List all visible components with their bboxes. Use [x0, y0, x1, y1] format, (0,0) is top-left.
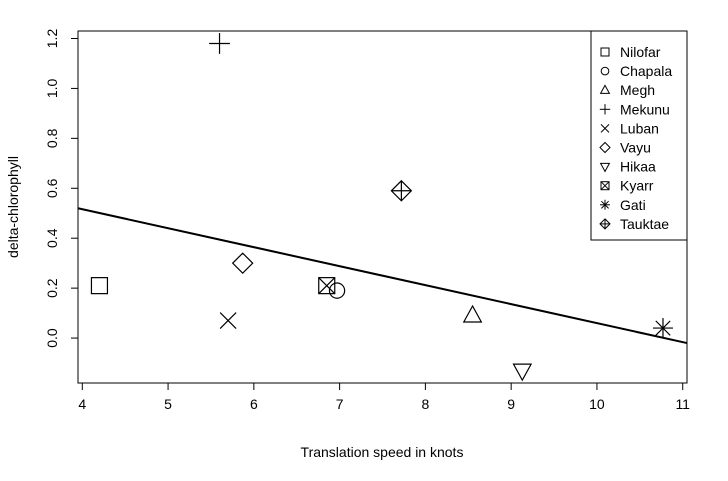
data-point-mekunu — [209, 33, 230, 54]
legend: Nilofar Chapala Megh Mekunu Luban Vayu Hikaa Ky… — [590, 30, 688, 241]
y-tick-label: 0.6 — [44, 178, 60, 198]
legend-symbol-vayu — [599, 141, 611, 154]
x-tick-label: 4 — [78, 396, 86, 412]
y-axis: 0.0 0.2 0.4 0.6 0.8 1.0 1.2 — [44, 29, 79, 348]
legend-label-chapala: Chapala — [620, 63, 672, 79]
legend-label-nilofar: Nilofar — [620, 44, 661, 60]
x-tick-label: 10 — [589, 396, 605, 412]
data-point-nilofar — [90, 277, 109, 295]
legend-label-kyarr: Kyarr — [620, 178, 654, 194]
legend-symbol-nilofar — [600, 47, 610, 57]
data-point-megh — [462, 304, 483, 323]
data-point-luban — [219, 312, 237, 330]
legend-symbol-tauktae — [599, 218, 611, 230]
legend-symbol-gati — [600, 199, 610, 210]
x-tick-label: 8 — [421, 396, 429, 412]
x-tick-label: 7 — [336, 396, 344, 412]
y-tick-label: 1.0 — [44, 78, 60, 98]
y-axis-label: delta-chlorophyll — [5, 156, 21, 258]
x-tick-label: 11 — [675, 396, 690, 412]
legend-label-hikaa: Hikaa — [620, 159, 656, 175]
legend-label-mekunu: Mekunu — [620, 101, 670, 117]
y-tick-label: 0.8 — [44, 128, 60, 148]
legend-label-vayu: Vayu — [620, 140, 651, 156]
data-point-chapala — [328, 282, 346, 299]
data-point-gati — [652, 318, 673, 339]
legend-symbol-hikaa — [599, 162, 611, 173]
plot-layer — [77, 33, 688, 382]
x-axis-label: Translation speed in knots — [301, 444, 464, 460]
y-tick-label: 0.4 — [44, 228, 60, 248]
legend-symbol-luban — [600, 124, 610, 133]
data-point-vayu — [231, 252, 254, 275]
legend-symbol-megh — [599, 84, 611, 94]
legend-symbol-mekunu — [599, 104, 611, 115]
x-tick-label: 9 — [507, 396, 515, 412]
legend-label-gati: Gati — [620, 197, 646, 213]
legend-symbol-kyarr — [600, 181, 610, 191]
data-point-tauktae — [390, 179, 413, 202]
data-point-kyarr — [318, 277, 336, 295]
legend-label-megh: Megh — [620, 82, 655, 98]
legend-label-tauktae: Tauktae — [620, 216, 669, 232]
y-tick-label: 0.2 — [44, 278, 60, 298]
x-axis: 4 5 6 7 8 9 10 11 — [78, 382, 690, 412]
regression-line — [77, 207, 688, 345]
legend-label-luban: Luban — [620, 120, 659, 136]
legend-symbol-chapala — [600, 66, 610, 76]
x-tick-label: 6 — [250, 396, 258, 412]
y-tick-label: 1.2 — [44, 29, 60, 49]
x-tick-label: 5 — [164, 396, 172, 412]
y-tick-label: 0.0 — [44, 328, 60, 348]
data-point-hikaa — [512, 363, 533, 382]
